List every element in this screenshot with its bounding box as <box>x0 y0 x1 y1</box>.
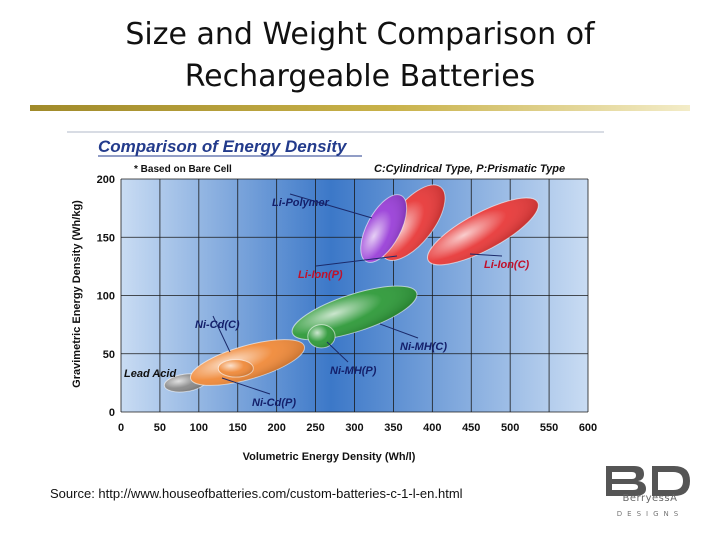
region-li-polymer <box>360 194 408 263</box>
region-gloss <box>427 197 539 265</box>
region-gloss <box>380 184 445 261</box>
x-tick-label: 450 <box>462 422 480 434</box>
x-tick-label: 300 <box>345 422 363 434</box>
region-li-ion-p- <box>380 184 446 261</box>
x-tick-label: 150 <box>229 422 247 434</box>
x-tick-label: 200 <box>267 422 285 434</box>
region-label: Li-Polymer <box>272 197 330 209</box>
region-leader-line <box>379 323 419 339</box>
region-label: Ni-Cd(P) <box>252 397 296 409</box>
x-tick-label: 0 <box>118 422 124 434</box>
chart-legend-note: C:Cylindrical Type, P:Prismatic Type <box>374 163 565 175</box>
x-tick-label: 400 <box>423 422 441 434</box>
region-labels: Lead Acid Ni-Cd(C) Ni-Cd(P) Ni-MH(C) Ni-MH(P… <box>124 193 530 409</box>
region-label: Ni-Cd(C) <box>195 319 240 331</box>
region-gloss <box>307 324 336 348</box>
logo-wordmark: BerryessA <box>622 493 678 504</box>
chart-title: Comparison of Energy Density <box>98 137 348 156</box>
region-ni-cd-p- <box>217 359 254 378</box>
y-tick-label: 0 <box>109 407 115 419</box>
y-tick-label: 200 <box>97 174 115 186</box>
region-li-ion-c- <box>427 197 539 266</box>
region-leader-line <box>315 255 398 267</box>
x-tick-label: 250 <box>306 422 324 434</box>
y-tick-label: 100 <box>97 291 115 303</box>
x-tick-label: 350 <box>384 422 402 434</box>
x-tick-label: 50 <box>154 422 166 434</box>
region-gloss <box>218 359 254 378</box>
region-leader-line <box>469 253 503 257</box>
slide-title-line-2: Rechargeable Batteries <box>184 59 536 94</box>
x-tick-label: 100 <box>190 422 208 434</box>
x-tick-label: 550 <box>540 422 558 434</box>
source-citation: Source: http://www.houseofbatteries.com/… <box>50 486 463 501</box>
region-label: Lead Acid <box>124 368 176 380</box>
region-leader-line <box>289 193 373 219</box>
slide-title-line-1: Size and Weight Comparison of <box>125 17 595 52</box>
region-label: Ni-MH(P) <box>330 365 377 377</box>
axis-ticks: 0 50 100 150 200 250 300 350 400 450 500 550 600 0 50 1… <box>97 174 598 434</box>
y-tick-label: 150 <box>97 232 115 244</box>
logo-subtext: DESIGNS <box>616 510 684 518</box>
x-tick-label: 600 <box>579 422 597 434</box>
y-axis-label: Gravimetric Energy Density (Wh/kg) <box>71 200 83 388</box>
region-gloss <box>360 194 407 263</box>
region-label: Li-Ion(P) <box>298 269 343 281</box>
chart-note: * Based on Bare Cell <box>134 164 232 175</box>
slide-title: Size and Weight Comparison of Rechargeab… <box>0 14 720 98</box>
battery-regions <box>163 184 539 393</box>
region-ni-mh-p- <box>307 324 336 349</box>
region-leader-line <box>221 377 271 395</box>
y-tick-label: 50 <box>103 349 115 361</box>
energy-density-chart: Comparison of Energy Density * Based on … <box>62 126 610 470</box>
region-leader-line <box>212 315 231 353</box>
chart-svg: Comparison of Energy Density * Based on … <box>67 131 604 463</box>
berryessa-logo-mark <box>606 466 690 496</box>
x-tick-label: 500 <box>501 422 519 434</box>
region-leader-line <box>326 341 349 363</box>
x-axis-label: Volumetric Energy Density (Wh/l) <box>243 451 416 463</box>
region-label: Li-Ion(C) <box>484 259 530 271</box>
title-underline-bar <box>30 105 690 111</box>
region-label: Ni-MH(C) <box>400 341 447 353</box>
